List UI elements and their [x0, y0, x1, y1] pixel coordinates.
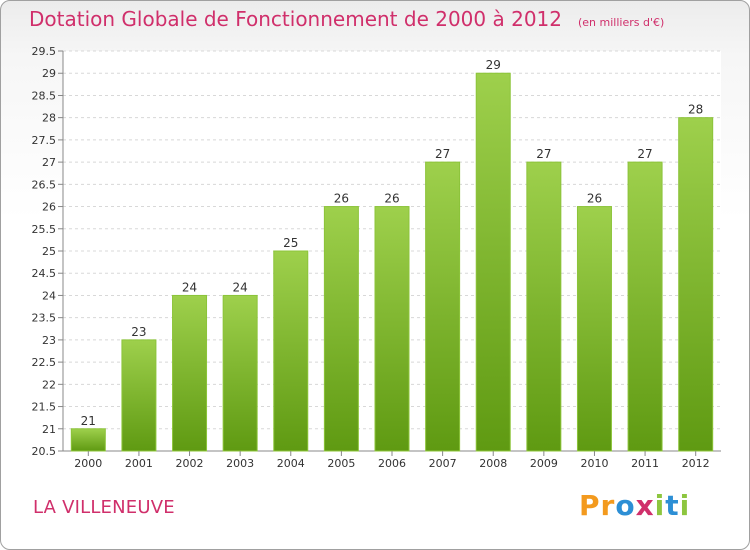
- bar: [323, 206, 359, 452]
- commune-name: LA VILLENEUVE: [33, 497, 175, 518]
- data-label: 21: [81, 414, 96, 428]
- bar: [172, 294, 208, 452]
- y-tick-label: 26.5: [32, 178, 57, 191]
- y-tick-label: 22: [42, 378, 56, 391]
- data-label: 27: [637, 147, 652, 161]
- y-tick-label: 21.5: [32, 401, 57, 414]
- data-label: 23: [131, 325, 146, 339]
- y-tick-label: 27.5: [32, 134, 57, 147]
- bar: [374, 206, 410, 452]
- y-tick-label: 27: [42, 156, 56, 169]
- bar: [526, 161, 562, 452]
- data-label: 28: [688, 103, 703, 117]
- data-label: 24: [233, 280, 248, 294]
- bar: [273, 250, 309, 452]
- bar: [70, 428, 106, 452]
- unit-note: (en milliers d'€): [578, 16, 665, 29]
- y-tick-label: 29: [42, 67, 56, 80]
- bar: [475, 72, 511, 452]
- x-tick-label: 2006: [378, 457, 406, 470]
- chart-title: Dotation Globale de Fonctionnement de 20…: [29, 7, 562, 31]
- data-label: 26: [384, 192, 399, 206]
- y-tick-label: 24: [42, 289, 56, 302]
- x-tick-label: 2012: [682, 457, 710, 470]
- y-tick-label: 28: [42, 112, 56, 125]
- x-tick-label: 2011: [631, 457, 659, 470]
- y-tick-label: 23.5: [32, 312, 57, 325]
- data-label: 27: [435, 147, 450, 161]
- bar: [425, 161, 461, 452]
- x-tick-label: 2008: [479, 457, 507, 470]
- y-tick-label: 23: [42, 334, 56, 347]
- x-tick-label: 2002: [176, 457, 204, 470]
- y-tick-label: 21: [42, 423, 56, 436]
- logo-letter: P: [579, 489, 601, 522]
- y-tick-label: 29.5: [32, 45, 57, 58]
- y-tick-label: 20.5: [32, 445, 57, 458]
- x-tick-label: 2007: [429, 457, 457, 470]
- logo-letter: i: [654, 489, 666, 522]
- y-tick-label: 22.5: [32, 356, 57, 369]
- x-tick-label: 2004: [277, 457, 305, 470]
- logo-letter: i: [679, 489, 691, 522]
- y-tick-label: 24.5: [32, 267, 57, 280]
- x-tick-label: 2000: [74, 457, 102, 470]
- x-tick-label: 2003: [226, 457, 254, 470]
- x-tick-label: 2001: [125, 457, 153, 470]
- logo-letter: r: [600, 489, 616, 522]
- bar: [576, 206, 612, 452]
- bar: [121, 339, 157, 452]
- data-label: 29: [486, 58, 501, 72]
- bar: [222, 294, 258, 452]
- y-tick-label: 26: [42, 201, 56, 214]
- title-row: Dotation Globale de Fonctionnement de 20…: [29, 7, 664, 31]
- x-tick-label: 2005: [327, 457, 355, 470]
- bar: [627, 161, 663, 452]
- y-tick-label: 25: [42, 245, 56, 258]
- logo-letter: t: [665, 489, 680, 522]
- logo-letter: x: [635, 489, 655, 522]
- logo-letter: o: [615, 489, 636, 522]
- data-label: 25: [283, 236, 298, 250]
- x-tick-label: 2009: [530, 457, 558, 470]
- x-tick-label: 2010: [580, 457, 608, 470]
- bar: [678, 117, 714, 452]
- data-label: 27: [536, 147, 551, 161]
- data-label: 24: [182, 280, 197, 294]
- data-label: 26: [587, 192, 602, 206]
- data-label: 26: [334, 192, 349, 206]
- y-tick-label: 25.5: [32, 223, 57, 236]
- y-tick-label: 28.5: [32, 89, 57, 102]
- proxiti-logo[interactable]: Proxiti: [579, 489, 690, 522]
